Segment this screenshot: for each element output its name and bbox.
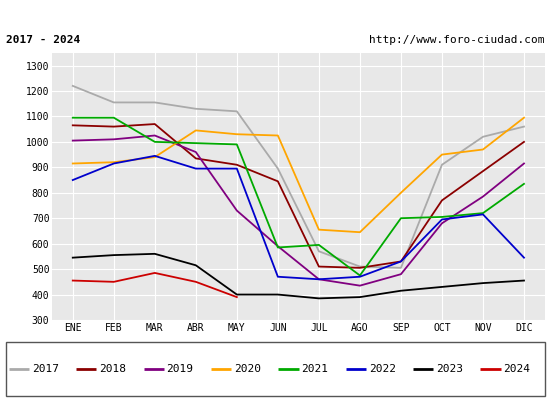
Text: 2022: 2022 — [368, 364, 395, 374]
Text: 2017 - 2024: 2017 - 2024 — [6, 35, 80, 45]
Text: http://www.foro-ciudad.com: http://www.foro-ciudad.com — [369, 35, 544, 45]
Text: 2017: 2017 — [32, 364, 59, 374]
Text: 2023: 2023 — [436, 364, 463, 374]
Text: 2018: 2018 — [99, 364, 126, 374]
Text: 2019: 2019 — [167, 364, 194, 374]
Text: 2020: 2020 — [234, 364, 261, 374]
Text: 2024: 2024 — [503, 364, 530, 374]
Text: 2021: 2021 — [301, 364, 328, 374]
Text: Evolucion del paro registrado en O Grove: Evolucion del paro registrado en O Grove — [92, 8, 458, 22]
